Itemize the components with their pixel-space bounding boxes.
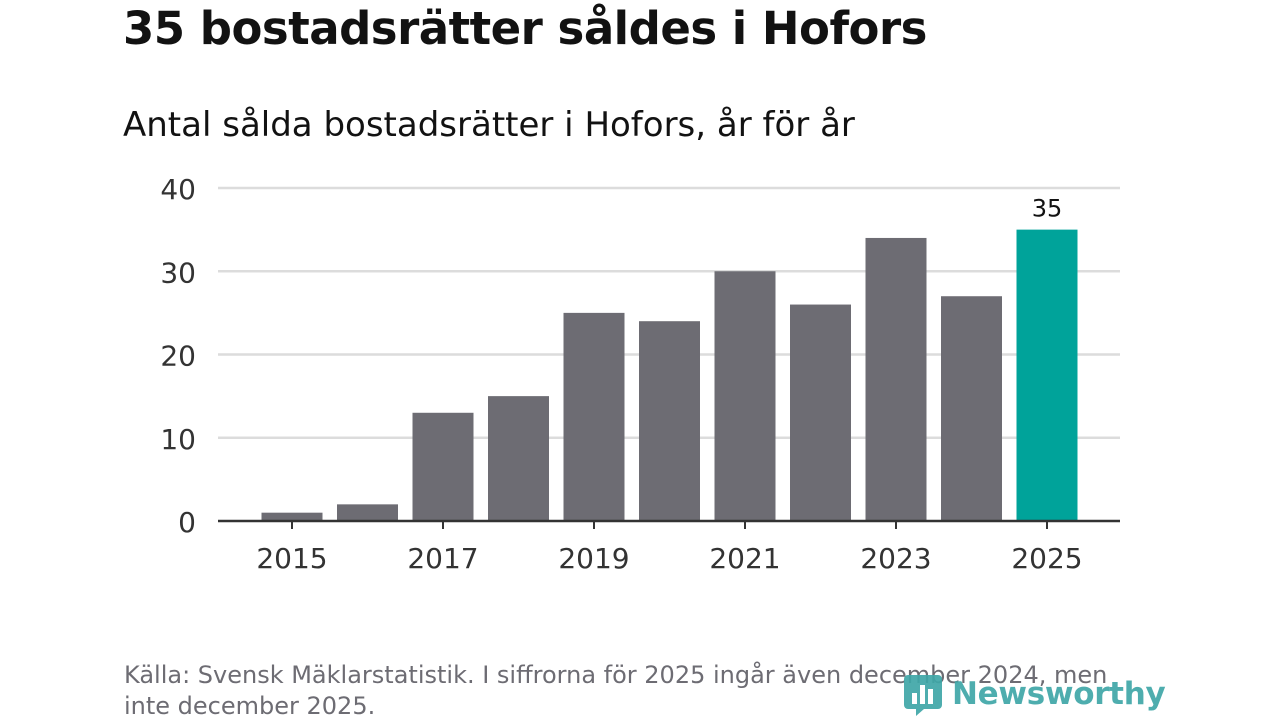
y-tick-label-40: 40 [160, 173, 196, 206]
bar-2025 [1016, 229, 1078, 521]
x-tick-label-2021: 2021 [709, 542, 780, 575]
y-tick-label-10: 10 [160, 423, 196, 456]
bar-2017 [412, 412, 474, 521]
bar-2016 [337, 504, 398, 521]
bar-2022 [790, 304, 851, 521]
y-tick-label-0: 0 [178, 506, 196, 539]
newsworthy-logo: Newsworthy [902, 670, 1166, 718]
bar-2018 [488, 396, 549, 521]
bar-2024 [941, 296, 1002, 521]
newsworthy-bars-icon [904, 675, 942, 716]
bar-2023 [865, 237, 927, 521]
chart-title: 35 bostadsrätter såldes i Hofors [123, 2, 927, 55]
bar-2019 [563, 312, 625, 521]
bar-2020 [639, 321, 700, 521]
x-tick-label-2019: 2019 [558, 542, 629, 575]
x-tick-label-2025: 2025 [1011, 542, 1082, 575]
y-tick-label-30: 30 [160, 256, 196, 289]
bar-2021 [714, 271, 776, 521]
logo-text: Newsworthy [952, 676, 1166, 712]
chart-subtitle: Antal sålda bostadsrätter i Hofors, år f… [123, 105, 855, 145]
bar-chart: 0 10 20 30 40 35 2015 2017 2019 2021 2023 2025 [160, 173, 1120, 575]
bar-2015 [261, 512, 323, 521]
data-label-2025: 35 [1032, 195, 1063, 223]
x-tick-label-2023: 2023 [860, 542, 931, 575]
x-tick-label-2015: 2015 [256, 542, 327, 575]
y-tick-label-20: 20 [160, 340, 196, 373]
x-tick-label-2017: 2017 [407, 542, 478, 575]
source-note: Källa: Svensk Mäklarstatistik. I siffror… [124, 661, 1108, 720]
